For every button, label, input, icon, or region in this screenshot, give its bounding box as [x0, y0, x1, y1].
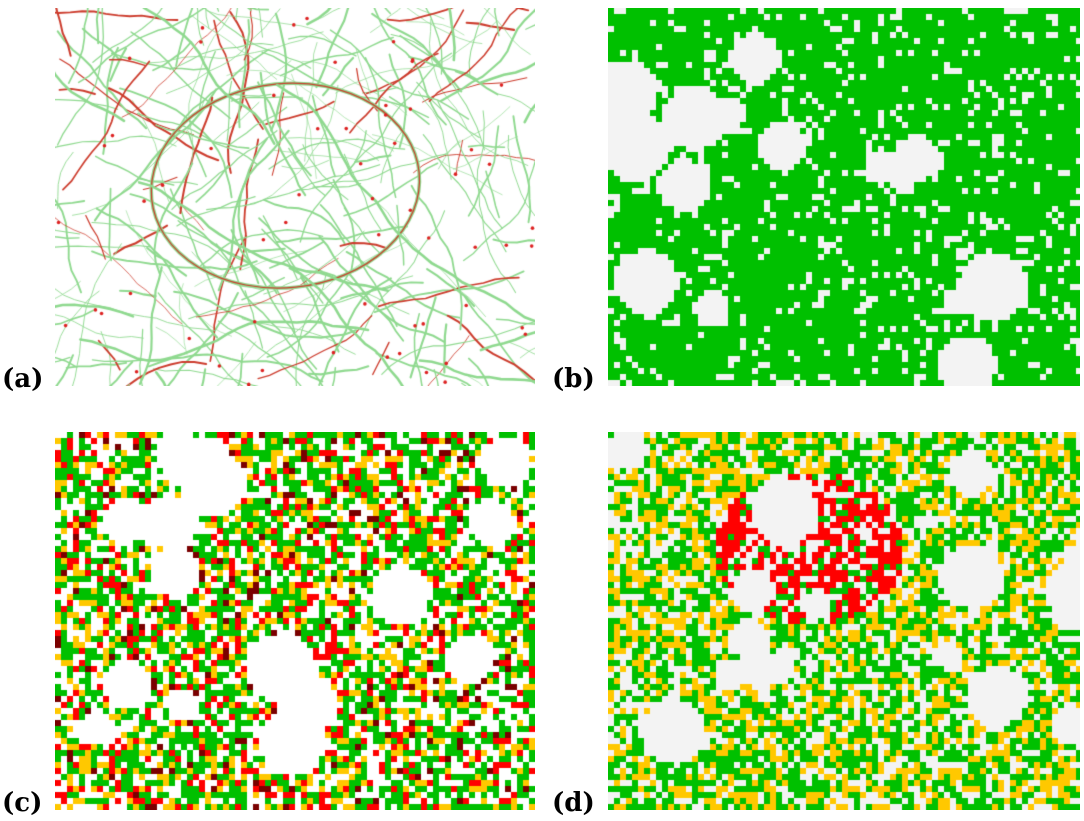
panel-d-congestion-grid — [608, 432, 1080, 810]
panel-c-congestion-grid — [55, 432, 535, 810]
panel-a-road-network-map — [55, 8, 535, 386]
panel-a-label: (a) — [2, 364, 44, 394]
grid-c-canvas — [55, 432, 535, 810]
panel-b-congestion-grid — [608, 8, 1080, 386]
grid-b-canvas — [608, 8, 1080, 386]
grid-d-canvas — [608, 432, 1080, 810]
panel-d-label: (d) — [552, 788, 595, 818]
panel-b-label: (b) — [552, 364, 595, 394]
road-network-canvas — [55, 8, 535, 386]
panel-c-label: (c) — [2, 788, 43, 818]
